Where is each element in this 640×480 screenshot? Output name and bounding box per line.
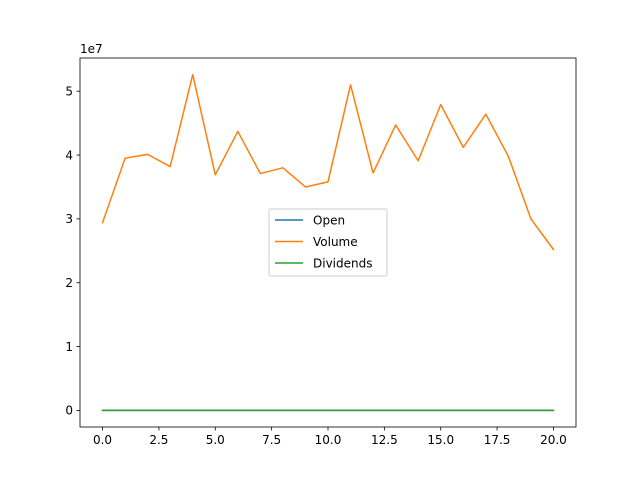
y-tick-label: 3: [65, 212, 73, 226]
legend-label-volume: Volume: [313, 235, 358, 249]
x-tick-label: 7.5: [262, 433, 281, 447]
x-tick-label: 17.5: [484, 433, 511, 447]
x-axis: 0.0 2.5 5.0 7.5 10.0 12.5 15.0 17.5 20.0: [93, 427, 567, 447]
series-line-volume: [101, 73, 555, 251]
y-tick-label: 1: [65, 340, 73, 354]
x-tick-label: 5.0: [206, 433, 225, 447]
y-tick-label: 4: [65, 148, 73, 162]
y-tick-label: 5: [65, 84, 73, 98]
x-tick-label: 15.0: [427, 433, 454, 447]
legend-label-open: Open: [313, 213, 345, 227]
x-tick-label: 12.5: [371, 433, 398, 447]
legend: Open Volume Dividends: [268, 208, 388, 277]
y-tick-label: 2: [65, 276, 73, 290]
x-tick-label: 2.5: [149, 433, 168, 447]
y-axis-offset-label: 1e7: [80, 42, 103, 56]
x-tick-label: 20.0: [540, 433, 567, 447]
series-layer: [101, 73, 555, 412]
legend-box: [268, 208, 388, 277]
y-axis: 0 1 2 3 4 5: [65, 84, 80, 418]
x-tick-label: 0.0: [93, 433, 112, 447]
x-tick-label: 10.0: [315, 433, 342, 447]
y-tick-label: 0: [65, 404, 73, 418]
legend-label-dividends: Dividends: [313, 256, 372, 270]
